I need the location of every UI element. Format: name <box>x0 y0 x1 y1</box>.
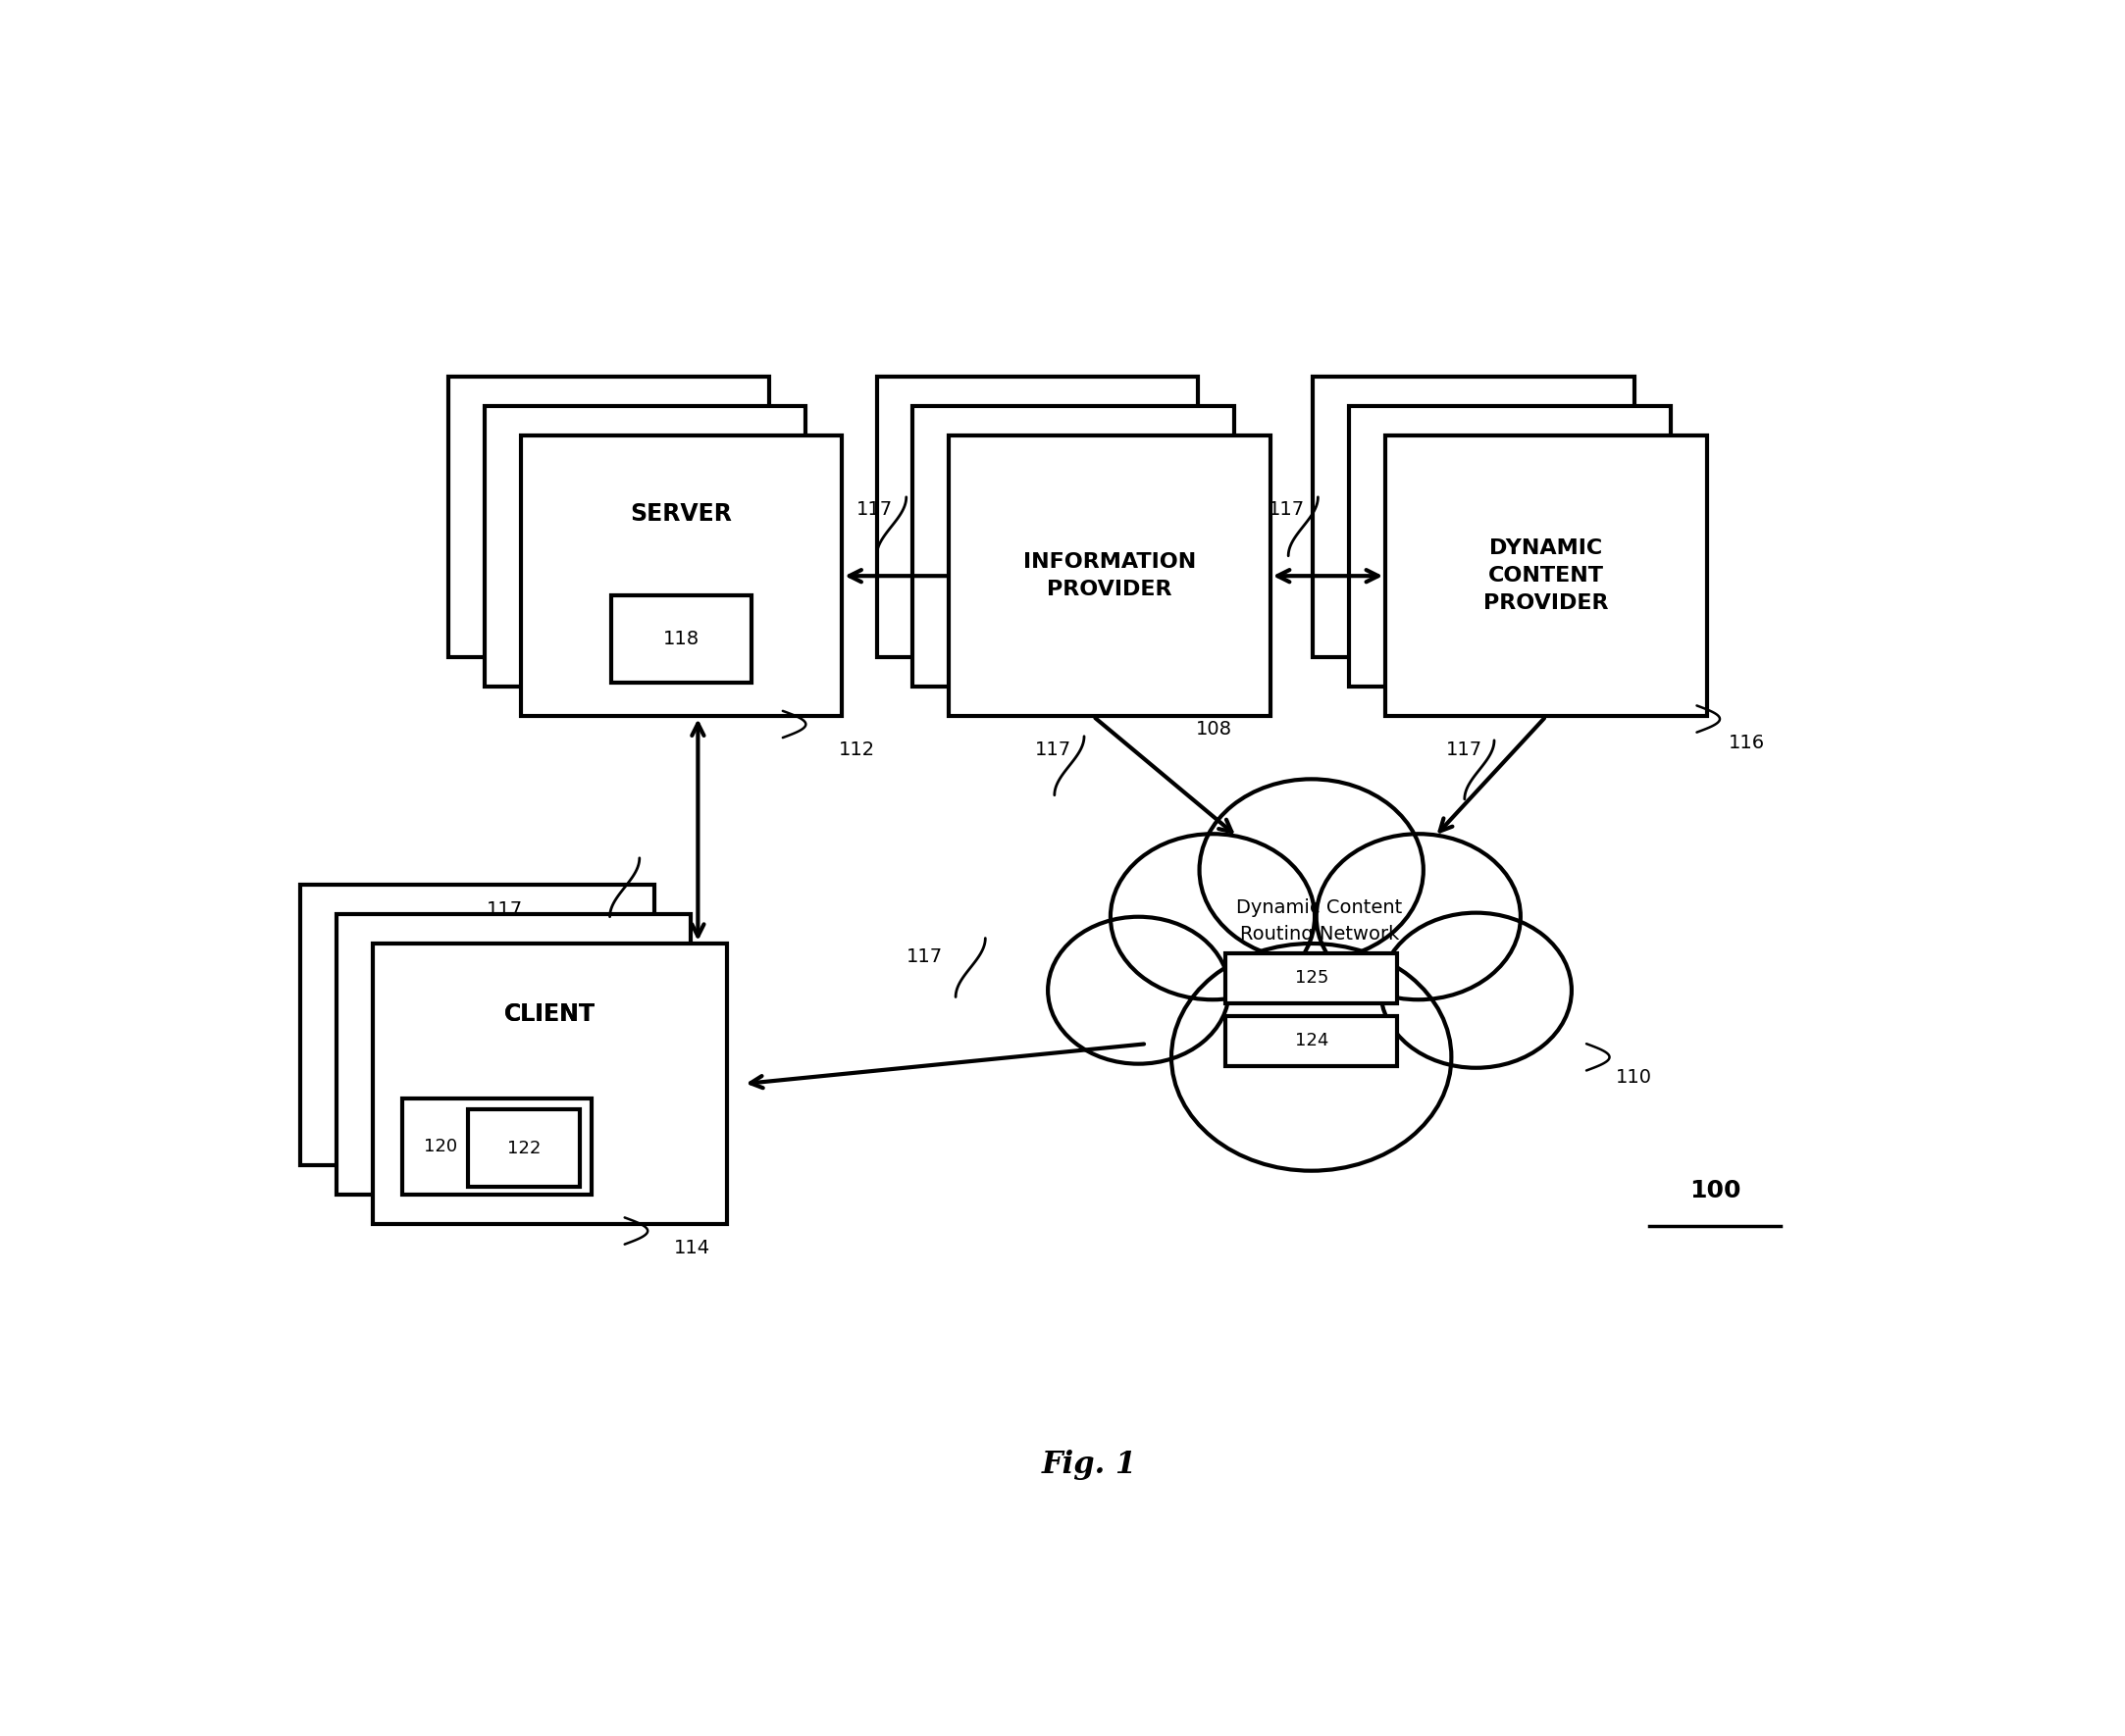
Text: 117: 117 <box>1447 740 1483 759</box>
Bar <box>1349 406 1670 687</box>
Bar <box>612 595 752 682</box>
Bar <box>1226 1016 1396 1066</box>
Bar <box>448 377 769 658</box>
Text: 124: 124 <box>1294 1033 1328 1050</box>
Bar <box>1226 953 1396 1003</box>
Bar <box>402 1099 591 1194</box>
Text: 117: 117 <box>1035 740 1071 759</box>
Text: 110: 110 <box>1615 1068 1653 1087</box>
Text: 125: 125 <box>1294 969 1328 988</box>
Text: 100: 100 <box>1689 1179 1740 1203</box>
Bar <box>484 406 805 687</box>
Bar <box>300 885 654 1165</box>
Text: 117: 117 <box>856 500 892 519</box>
Circle shape <box>1171 944 1451 1170</box>
Text: CLIENT: CLIENT <box>504 1002 595 1026</box>
Text: DYNAMIC
CONTENT
PROVIDER: DYNAMIC CONTENT PROVIDER <box>1483 538 1609 613</box>
Text: 117: 117 <box>1269 500 1305 519</box>
Bar <box>1313 377 1634 658</box>
Circle shape <box>1198 779 1424 962</box>
Bar <box>1386 436 1706 717</box>
Text: 114: 114 <box>674 1240 710 1257</box>
Text: SERVER: SERVER <box>631 502 733 526</box>
Text: 118: 118 <box>663 630 699 649</box>
Circle shape <box>1381 913 1572 1068</box>
Text: 108: 108 <box>1196 720 1232 740</box>
Text: Dynamic Content
Routing Network: Dynamic Content Routing Network <box>1237 899 1402 943</box>
Text: 112: 112 <box>839 740 875 759</box>
Text: 117: 117 <box>487 901 523 920</box>
Text: 117: 117 <box>905 948 944 967</box>
Bar <box>336 915 691 1194</box>
Text: Fig. 1: Fig. 1 <box>1041 1450 1137 1481</box>
Circle shape <box>1111 833 1315 1000</box>
Bar <box>914 406 1235 687</box>
Text: 116: 116 <box>1728 734 1764 752</box>
Text: 120: 120 <box>423 1137 457 1156</box>
Text: INFORMATION
PROVIDER: INFORMATION PROVIDER <box>1024 552 1196 599</box>
Bar <box>878 377 1198 658</box>
Text: CLIENT: CLIENT <box>504 1002 595 1026</box>
Bar <box>372 944 727 1224</box>
Bar <box>467 1109 580 1187</box>
Bar <box>521 436 842 717</box>
Bar <box>950 436 1271 717</box>
Circle shape <box>1048 917 1228 1064</box>
Text: 122: 122 <box>508 1139 542 1156</box>
Circle shape <box>1315 833 1521 1000</box>
